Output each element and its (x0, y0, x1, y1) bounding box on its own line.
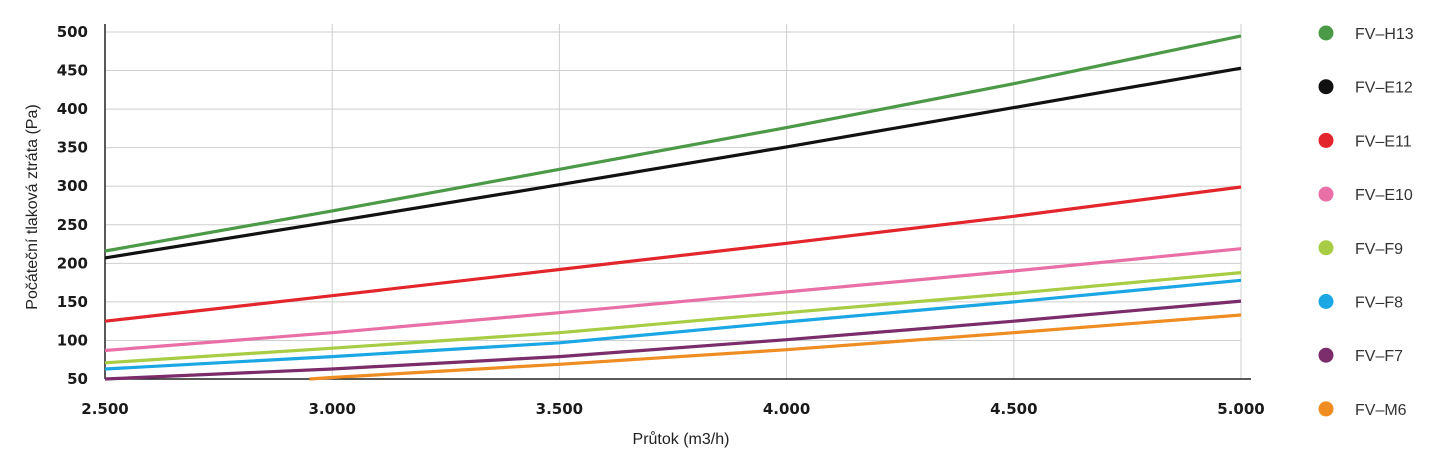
series-line-fv-f9 (104, 271, 1242, 365)
y-tick-label: 300 (57, 177, 88, 195)
legend-label: FV–E10 (1355, 187, 1413, 204)
legend-marker (1318, 240, 1334, 256)
x-tick-label: 2.500 (81, 400, 128, 418)
legend-marker (1318, 294, 1334, 309)
x-tick-label: 4.000 (763, 400, 810, 418)
y-tick-label: 500 (57, 23, 88, 41)
legend-marker (1318, 347, 1334, 363)
legend-marker (1318, 79, 1334, 95)
y-tick-label: 350 (57, 139, 88, 157)
x-axis-title: Průtok (m3/h) (633, 430, 730, 448)
legend-label: FV–F7 (1355, 348, 1403, 365)
x-tick-label: 5.000 (1217, 400, 1264, 418)
x-tick-label: 3.500 (536, 400, 583, 418)
y-axis-title: Počáteční tlaková ztráta (Pa) (24, 104, 41, 309)
x-tick-label: 3.000 (308, 400, 355, 418)
series-line-fv-h13 (104, 34, 1242, 253)
legend-label: FV–E12 (1355, 80, 1413, 97)
y-tick-label: 200 (57, 254, 88, 272)
series-line-fv-m6 (309, 313, 1242, 381)
y-tick-label: 50 (67, 370, 88, 388)
legend-marker (1318, 186, 1334, 202)
y-tick-label: 450 (57, 62, 88, 80)
series-lines (104, 34, 1242, 381)
y-tick-label: 400 (57, 100, 88, 118)
y-tick-labels: 50 100 150 200 250 300 350 400 450 500 (57, 23, 88, 388)
legend-label: FV–H13 (1355, 26, 1414, 43)
legend-marker (1318, 25, 1334, 41)
grid-lines (105, 24, 1242, 379)
legend-label: FV–M6 (1355, 402, 1407, 419)
legend-label: FV–F9 (1355, 241, 1403, 258)
series-line-fv-e12 (104, 66, 1242, 260)
legend: FV–H13 FV–E12 FV–E11 FV–E10 FV–F9 FV–F8 FV–F7 F… (1318, 25, 1414, 419)
x-tick-labels: 2.500 3.000 3.500 4.000 4.500 5.000 (81, 400, 1264, 418)
axes (104, 24, 1251, 380)
legend-marker (1318, 401, 1334, 417)
series-line-fv-f7 (104, 299, 1242, 381)
x-tick-label: 4.500 (990, 400, 1037, 418)
series-line-fv-e10 (104, 247, 1242, 353)
series-line-fv-e11 (104, 185, 1242, 323)
y-tick-label: 100 (57, 331, 88, 349)
legend-marker (1318, 132, 1334, 148)
y-tick-label: 150 (57, 293, 88, 311)
legend-label: FV–F8 (1355, 295, 1403, 312)
legend-label: FV–E11 (1355, 133, 1412, 150)
y-tick-label: 250 (57, 216, 88, 234)
series-line-fv-f8 (104, 278, 1242, 371)
